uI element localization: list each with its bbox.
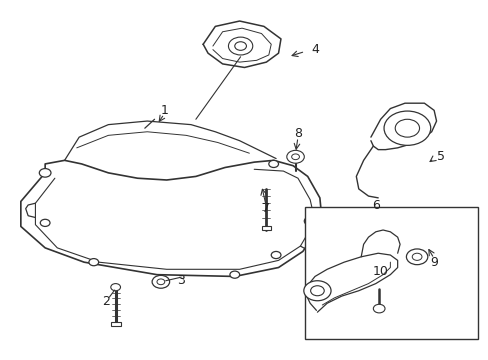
- Text: 1: 1: [160, 104, 168, 117]
- Circle shape: [40, 219, 50, 226]
- Circle shape: [229, 271, 239, 278]
- Circle shape: [304, 217, 315, 225]
- Circle shape: [372, 304, 384, 313]
- Text: 6: 6: [371, 198, 379, 212]
- Circle shape: [268, 160, 278, 167]
- Circle shape: [39, 168, 51, 177]
- Text: 7: 7: [262, 202, 270, 215]
- Text: 10: 10: [372, 265, 388, 278]
- Circle shape: [286, 150, 304, 163]
- Bar: [111, 322, 120, 327]
- Circle shape: [411, 253, 421, 260]
- Circle shape: [228, 37, 252, 55]
- Bar: [261, 226, 271, 230]
- Circle shape: [394, 119, 419, 137]
- Text: 8: 8: [293, 127, 302, 140]
- Circle shape: [406, 249, 427, 265]
- Circle shape: [383, 111, 430, 145]
- Text: 4: 4: [310, 43, 318, 56]
- Circle shape: [152, 275, 169, 288]
- Bar: [305, 207, 477, 339]
- Circle shape: [310, 286, 324, 296]
- Circle shape: [89, 258, 99, 266]
- Text: 3: 3: [177, 274, 185, 287]
- Circle shape: [271, 251, 281, 258]
- Text: 5: 5: [437, 150, 445, 163]
- Circle shape: [111, 284, 120, 291]
- Text: 9: 9: [429, 256, 437, 269]
- Circle shape: [234, 42, 246, 50]
- Circle shape: [303, 281, 330, 301]
- Circle shape: [291, 154, 299, 159]
- Circle shape: [157, 279, 164, 285]
- Text: 2: 2: [102, 295, 110, 308]
